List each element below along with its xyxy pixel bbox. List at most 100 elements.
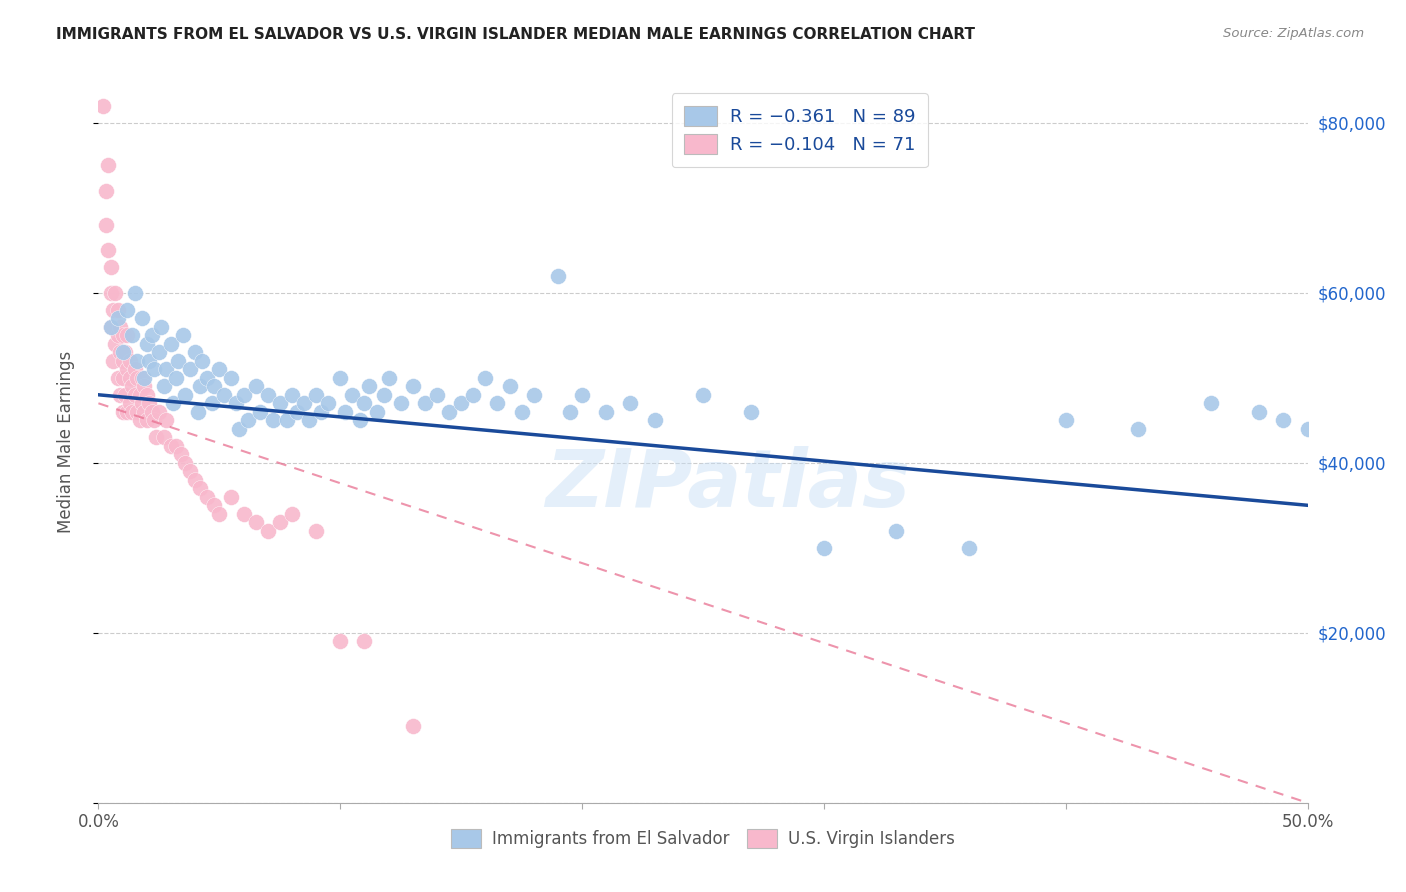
Point (298, 413, 321, 427)
Point (118, 353, 141, 368)
Point (377, 371, 399, 385)
Point (172, 328, 194, 343)
Point (285, 405, 308, 419)
Point (155, 362, 177, 376)
Point (108, 345, 131, 359)
Point (121, 328, 143, 343)
Point (329, 634, 352, 648)
Point (426, 388, 449, 402)
Point (262, 413, 284, 427)
Point (124, 362, 146, 376)
Point (111, 405, 134, 419)
Point (292, 396, 315, 410)
Point (305, 524, 328, 538)
Point (1272, 413, 1295, 427)
Point (141, 328, 163, 343)
Point (333, 405, 356, 419)
Point (134, 379, 156, 393)
Point (281, 507, 304, 521)
Point (127, 371, 149, 385)
Point (886, 524, 908, 538)
Point (169, 447, 191, 461)
Point (108, 319, 131, 334)
Point (143, 413, 166, 427)
Point (135, 388, 157, 402)
Point (225, 396, 247, 410)
Point (135, 413, 157, 427)
Point (276, 413, 298, 427)
Point (813, 541, 835, 555)
Point (486, 396, 509, 410)
Point (1199, 396, 1222, 410)
Point (101, 302, 124, 317)
Point (595, 405, 617, 419)
Point (131, 371, 153, 385)
Point (413, 396, 436, 410)
Point (201, 396, 224, 410)
Point (111, 353, 134, 368)
Point (131, 396, 153, 410)
Point (402, 719, 425, 733)
Point (138, 353, 160, 368)
Point (256, 524, 278, 538)
Point (342, 388, 364, 402)
Text: IMMIGRANTS FROM EL SALVADOR VS U.S. VIRGIN ISLANDER MEDIAN MALE EARNINGS CORRELA: IMMIGRANTS FROM EL SALVADOR VS U.S. VIRG… (56, 27, 976, 42)
Point (228, 422, 250, 436)
Point (152, 379, 174, 393)
Point (104, 285, 127, 300)
Point (256, 388, 278, 402)
Point (188, 481, 211, 495)
Point (692, 388, 714, 402)
Point (91, 99, 114, 113)
Point (204, 379, 226, 393)
Point (104, 336, 127, 351)
Point (187, 405, 209, 419)
Point (208, 507, 231, 521)
Point (148, 345, 170, 359)
Point (402, 379, 425, 393)
Point (174, 388, 197, 402)
Point (179, 362, 201, 376)
Point (100, 319, 122, 334)
Point (138, 396, 160, 410)
Point (94, 218, 117, 232)
Point (184, 345, 207, 359)
Point (373, 388, 395, 402)
Point (160, 336, 183, 351)
Point (167, 353, 190, 368)
Point (450, 396, 472, 410)
Point (127, 353, 149, 368)
Point (134, 371, 156, 385)
Point (245, 516, 267, 530)
Point (232, 507, 254, 521)
Point (107, 328, 129, 343)
Point (245, 379, 267, 393)
Point (135, 336, 157, 351)
Point (107, 302, 129, 317)
Point (329, 371, 352, 385)
Point (221, 371, 243, 385)
Y-axis label: Median Male Earnings: Median Male Earnings (56, 351, 75, 533)
Point (141, 405, 163, 419)
Point (316, 396, 339, 410)
Point (148, 405, 170, 419)
Point (195, 490, 218, 504)
Point (128, 413, 150, 427)
Point (145, 430, 167, 444)
Point (305, 388, 328, 402)
Point (124, 388, 146, 402)
Point (957, 541, 980, 555)
Point (155, 413, 177, 427)
Point (100, 319, 122, 334)
Point (558, 405, 581, 419)
Point (204, 498, 226, 512)
Point (114, 345, 136, 359)
Point (94, 184, 117, 198)
Point (191, 353, 214, 368)
Point (619, 396, 641, 410)
Point (124, 285, 146, 300)
Point (131, 311, 153, 326)
Point (121, 405, 143, 419)
Point (160, 439, 183, 453)
Point (101, 353, 124, 368)
